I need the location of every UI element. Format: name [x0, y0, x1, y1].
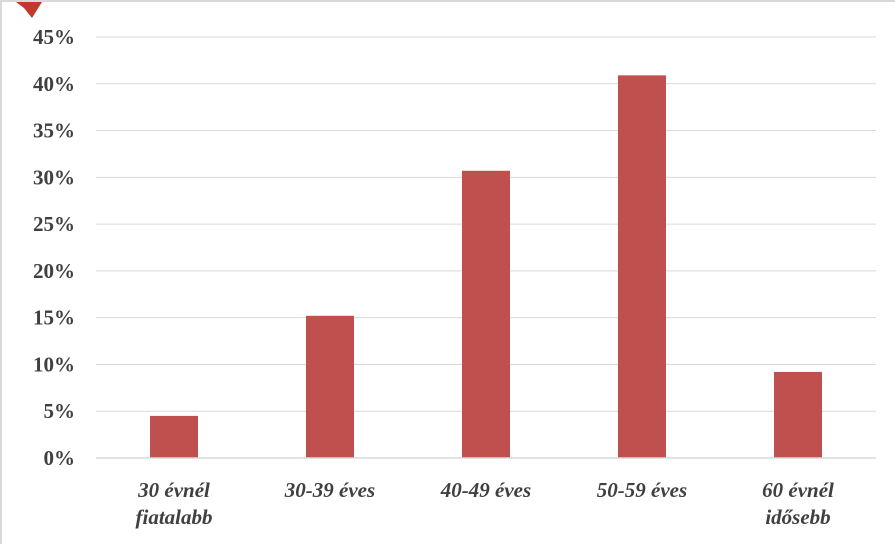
bar: [462, 170, 510, 459]
y-tick-label: 45%: [33, 25, 75, 49]
y-axis-ticks: 0% 5% 10% 15% 20% 25% 30% 35% 40% 45%: [33, 25, 75, 470]
x-category-label: 40-49 éves: [440, 478, 531, 502]
y-tick-label: 5%: [44, 399, 76, 423]
x-category-label: 50-59 éves: [597, 478, 687, 502]
bar: [618, 75, 666, 458]
x-category-label: idősebb: [765, 505, 830, 529]
y-tick-label: 30%: [33, 165, 75, 189]
y-tick-label: 10%: [33, 352, 75, 376]
x-category-label: fiatalabb: [136, 505, 213, 529]
y-tick-label: 35%: [33, 119, 75, 143]
y-tick-label: 25%: [33, 212, 75, 236]
y-tick-label: 15%: [33, 306, 75, 330]
bar: [150, 415, 198, 458]
x-category-label: 60 évnél: [762, 478, 834, 502]
corner-decoration: [2, 2, 62, 22]
x-category-label: 30-39 éves: [284, 478, 375, 502]
bar: [774, 371, 822, 458]
bar: [306, 315, 354, 458]
bars: [150, 75, 822, 459]
y-tick-label: 20%: [33, 259, 75, 283]
y-tick-label: 40%: [33, 72, 75, 96]
x-axis-categories: 30 évnél fiatalabb 30-39 éves 40-49 éves 50-…: [136, 478, 835, 529]
x-category-label: 30 évnél: [137, 478, 210, 502]
y-tick-label: 0%: [44, 446, 76, 470]
